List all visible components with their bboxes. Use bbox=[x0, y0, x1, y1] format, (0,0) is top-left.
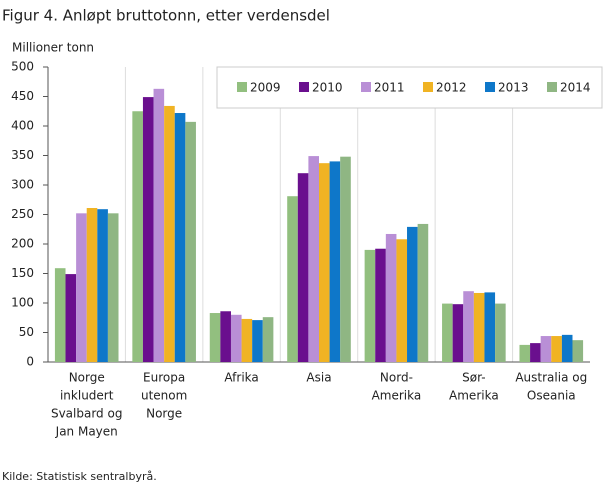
legend-swatch bbox=[547, 82, 557, 92]
y-tick-label: 50 bbox=[19, 325, 34, 339]
y-tick-label: 200 bbox=[11, 237, 34, 251]
bar bbox=[417, 223, 429, 362]
x-tick-label: Sør- bbox=[462, 371, 485, 385]
bar bbox=[385, 233, 397, 362]
y-tick-label: 150 bbox=[11, 266, 34, 280]
source: Kilde: Statistisk sentralbyrå. bbox=[2, 470, 157, 483]
y-tick-label: 0 bbox=[26, 355, 34, 369]
bar bbox=[252, 320, 263, 362]
x-tick-label: Asia bbox=[306, 371, 331, 385]
legend-label: 2012 bbox=[436, 81, 467, 95]
chart-title: Figur 4. Anløpt bruttotonn, etter verden… bbox=[2, 7, 330, 25]
bar bbox=[561, 334, 573, 362]
bar bbox=[262, 317, 274, 362]
x-tick-label: Amerika bbox=[372, 389, 422, 403]
legend-label: 2014 bbox=[560, 81, 591, 95]
bar bbox=[297, 173, 309, 362]
x-tick-label: utenom bbox=[141, 389, 187, 403]
bar bbox=[495, 303, 506, 362]
bar bbox=[572, 340, 584, 362]
bar bbox=[220, 311, 231, 362]
x-tick-label: Norge bbox=[146, 407, 182, 421]
bar bbox=[209, 313, 221, 362]
bar bbox=[407, 226, 418, 362]
bar bbox=[153, 88, 165, 362]
bar bbox=[132, 111, 143, 362]
legend-swatch bbox=[423, 82, 433, 92]
legend-swatch bbox=[237, 82, 247, 92]
legend-label: 2011 bbox=[374, 81, 405, 95]
bar bbox=[473, 292, 485, 362]
bar bbox=[551, 336, 562, 362]
bar bbox=[364, 249, 376, 362]
x-tick-label: Nord- bbox=[380, 371, 413, 385]
y-tick-label: 450 bbox=[11, 89, 34, 103]
x-tick-label: Svalbard og bbox=[51, 407, 123, 421]
x-tick-label: Afrika bbox=[224, 371, 258, 385]
bar bbox=[54, 268, 66, 362]
bar bbox=[107, 213, 119, 362]
bar bbox=[540, 336, 552, 362]
bar bbox=[340, 156, 351, 362]
y-tick-label: 350 bbox=[11, 148, 34, 162]
bar bbox=[308, 156, 319, 362]
bar bbox=[484, 292, 496, 362]
bar bbox=[287, 196, 298, 362]
x-tick-label: Oseania bbox=[527, 389, 576, 403]
x-tick-label: Norge bbox=[69, 371, 105, 385]
bar bbox=[241, 318, 253, 362]
bar bbox=[530, 343, 541, 362]
legend-label: 2013 bbox=[498, 81, 529, 95]
bar bbox=[230, 314, 242, 362]
bar bbox=[463, 291, 474, 362]
bar bbox=[185, 121, 196, 363]
x-tick-label: inkludert bbox=[60, 389, 114, 403]
bar bbox=[452, 304, 464, 362]
bar bbox=[519, 344, 531, 362]
bar bbox=[375, 248, 386, 362]
legend-swatch bbox=[485, 82, 495, 92]
bar bbox=[329, 161, 341, 362]
bar bbox=[174, 113, 186, 363]
x-tick-label: Europa bbox=[143, 371, 185, 385]
legend-label: 2009 bbox=[250, 81, 281, 95]
x-tick-label: Amerika bbox=[449, 389, 499, 403]
x-tick-label: Australia og bbox=[515, 371, 587, 385]
legend-swatch bbox=[299, 82, 309, 92]
bar bbox=[86, 208, 98, 362]
bar bbox=[142, 97, 154, 362]
legend-box bbox=[216, 66, 603, 109]
bar bbox=[164, 105, 175, 362]
bar bbox=[442, 303, 453, 362]
bar bbox=[97, 209, 108, 362]
y-tick-label: 250 bbox=[11, 207, 34, 221]
y-axis-label: Millioner tonn bbox=[12, 41, 94, 55]
y-tick-label: 100 bbox=[11, 296, 34, 310]
legend-swatch bbox=[361, 82, 371, 92]
bar bbox=[76, 213, 87, 362]
legend-label: 2010 bbox=[312, 81, 343, 95]
y-tick-label: 500 bbox=[11, 60, 34, 74]
bar bbox=[319, 163, 330, 362]
y-tick-label: 300 bbox=[11, 178, 34, 192]
bar bbox=[65, 274, 77, 362]
y-tick-label: 400 bbox=[11, 119, 34, 133]
x-tick-label: Jan Mayen bbox=[55, 425, 118, 439]
bar bbox=[396, 239, 408, 362]
